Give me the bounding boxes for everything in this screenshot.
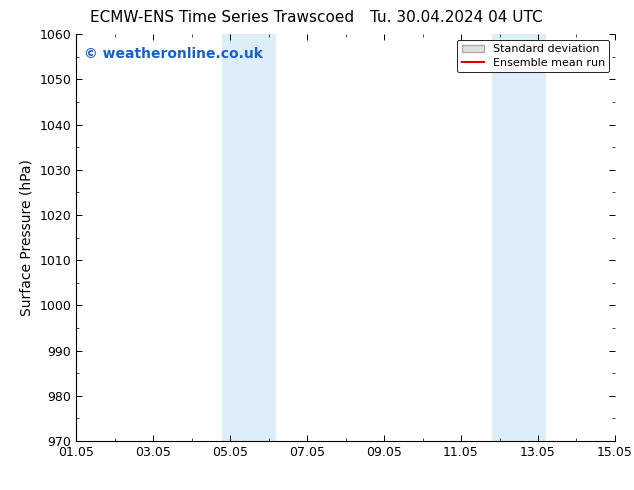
- Text: © weatheronline.co.uk: © weatheronline.co.uk: [84, 47, 263, 60]
- Legend: Standard deviation, Ensemble mean run: Standard deviation, Ensemble mean run: [457, 40, 609, 72]
- Text: Tu. 30.04.2024 04 UTC: Tu. 30.04.2024 04 UTC: [370, 10, 543, 25]
- Bar: [223, 34, 276, 441]
- Bar: [492, 34, 546, 441]
- Text: ECMW-ENS Time Series Trawscoed: ECMW-ENS Time Series Trawscoed: [90, 10, 354, 25]
- Y-axis label: Surface Pressure (hPa): Surface Pressure (hPa): [20, 159, 34, 316]
